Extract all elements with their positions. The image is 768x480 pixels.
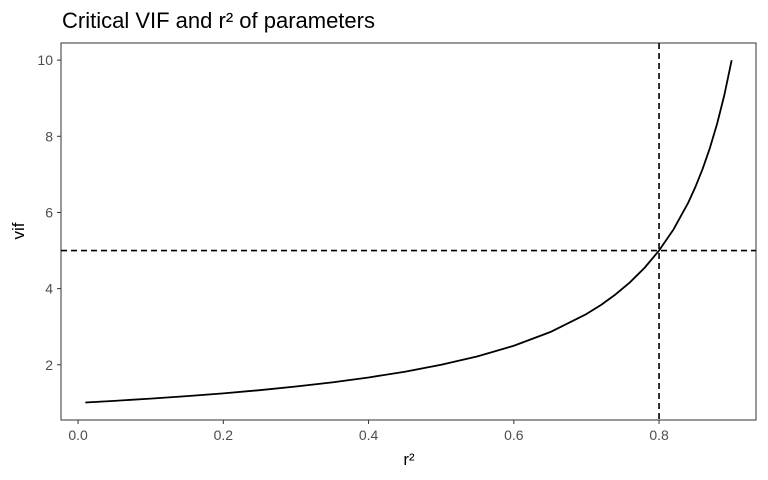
- x-tick-label: 0.0: [68, 427, 88, 443]
- series-group: [85, 59, 733, 404]
- chart-title: Critical VIF and r² of parameters: [62, 8, 375, 33]
- vif-curve-line: [85, 59, 733, 404]
- y-tick-label: 2: [45, 357, 53, 373]
- y-axis-title: vif: [9, 222, 28, 239]
- y-tick-label: 4: [45, 281, 53, 297]
- y-tick-label: 6: [45, 204, 53, 220]
- x-tick-label: 0.4: [359, 427, 379, 443]
- x-tick-label: 0.8: [649, 427, 669, 443]
- y-tick-label: 8: [45, 128, 53, 144]
- x-axis: 0.0 0.2 0.4 0.6 0.8: [68, 420, 669, 443]
- reference-lines: [61, 43, 756, 420]
- y-axis: 2 4 6 8 10: [37, 52, 61, 373]
- plot-panel: [60, 42, 757, 421]
- y-tick-label: 10: [37, 52, 53, 68]
- x-tick-label: 0.2: [214, 427, 234, 443]
- x-tick-label: 0.6: [504, 427, 524, 443]
- x-axis-title: r²: [403, 450, 415, 469]
